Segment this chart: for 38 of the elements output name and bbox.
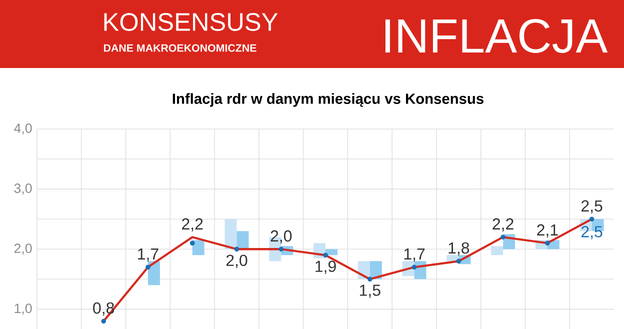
data-label: 2,2: [492, 218, 514, 232]
point: [500, 234, 506, 240]
y-tick-label: 1,0: [14, 304, 32, 315]
point: [146, 264, 150, 270]
data-label: 2,0: [226, 254, 248, 268]
data-label: 2,5: [581, 226, 602, 240]
point: [190, 240, 195, 246]
data-label: 1,8: [448, 242, 470, 256]
bar: [236, 231, 249, 250]
text: INFLACJA: [385, 19, 608, 53]
data-label: 2,0: [270, 230, 292, 244]
text: KONSENSUSY: [104, 13, 278, 31]
y-tick-label: 4,0: [14, 124, 32, 135]
data-label: 2,2: [182, 218, 203, 232]
data-label: 1,7: [138, 248, 158, 262]
point: [545, 240, 550, 246]
data-label: 1,9: [316, 260, 336, 274]
bar: [192, 240, 204, 256]
data-label: 1,5: [360, 284, 380, 298]
point: [412, 264, 417, 270]
y-tick-label: 3,0: [14, 184, 32, 195]
data-label: 1,7: [404, 248, 425, 262]
point: [234, 246, 240, 252]
data-label: 2,5: [581, 200, 602, 214]
bar: [491, 246, 504, 256]
bar: [148, 261, 160, 286]
point: [456, 258, 462, 264]
bar: [326, 249, 338, 256]
chart-title: Inflacja rdr w danym miesiącu vs Konsensus: [172, 93, 484, 107]
data-label: 0,8: [93, 302, 114, 316]
point: [367, 276, 372, 282]
point: [323, 252, 328, 258]
text: DANE MAKROEKONOMICZNE: [104, 44, 256, 52]
bar: [446, 255, 459, 262]
y-tick-label: 2,0: [14, 244, 32, 255]
point: [278, 246, 284, 252]
point: [589, 216, 594, 222]
data-label: 2,1: [537, 224, 558, 238]
